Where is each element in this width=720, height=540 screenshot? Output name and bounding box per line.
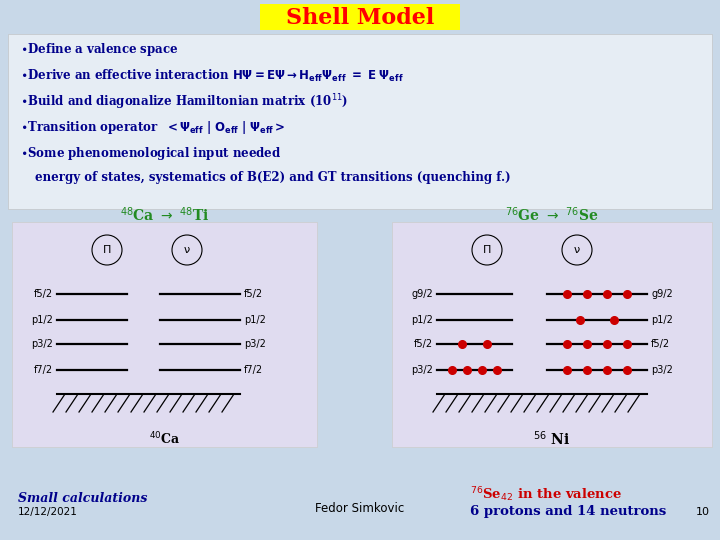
Text: f5/2: f5/2 <box>651 339 670 349</box>
Text: $^{76}$Ge $\rightarrow$ $^{76}$Se: $^{76}$Ge $\rightarrow$ $^{76}$Se <box>505 206 599 224</box>
Text: g9/2: g9/2 <box>411 289 433 299</box>
FancyBboxPatch shape <box>12 222 317 447</box>
Text: p1/2: p1/2 <box>651 315 673 325</box>
FancyBboxPatch shape <box>392 222 712 447</box>
Text: f5/2: f5/2 <box>34 289 53 299</box>
Text: П: П <box>483 245 491 255</box>
FancyBboxPatch shape <box>8 34 712 209</box>
Text: $\bullet$Derive an effective interaction $\mathbf{H\Psi = E\Psi \rightarrow H_{e: $\bullet$Derive an effective interaction… <box>20 68 404 84</box>
Text: ν: ν <box>184 245 190 255</box>
Text: Shell Model: Shell Model <box>286 7 434 29</box>
Text: $\bullet$Transition operator  $\mathbf{<\Psi_{eff}\ |\ O_{eff}\ |\ \Psi_{eff}>}$: $\bullet$Transition operator $\mathbf{<\… <box>20 119 286 137</box>
Text: p1/2: p1/2 <box>244 315 266 325</box>
Text: 10: 10 <box>696 507 710 517</box>
FancyBboxPatch shape <box>260 4 460 30</box>
Text: Fedor Simkovic: Fedor Simkovic <box>315 502 405 515</box>
Text: p1/2: p1/2 <box>31 315 53 325</box>
Text: 12/12/2021: 12/12/2021 <box>18 507 78 517</box>
Text: g9/2: g9/2 <box>651 289 672 299</box>
Text: energy of states, systematics of B(E2) and GT transitions (quenching f.): energy of states, systematics of B(E2) a… <box>35 172 510 185</box>
Text: f7/2: f7/2 <box>34 365 53 375</box>
Text: p3/2: p3/2 <box>651 365 673 375</box>
Text: $^{56}$ Ni: $^{56}$ Ni <box>534 430 571 448</box>
Text: $\bullet$Build and diagonalize Hamiltonian matrix (10$^{11}$): $\bullet$Build and diagonalize Hamiltoni… <box>20 92 348 112</box>
Text: p3/2: p3/2 <box>411 365 433 375</box>
Text: p3/2: p3/2 <box>31 339 53 349</box>
Text: f5/2: f5/2 <box>244 289 263 299</box>
Text: $^{40}$Ca: $^{40}$Ca <box>149 431 180 447</box>
Text: f5/2: f5/2 <box>414 339 433 349</box>
Text: p1/2: p1/2 <box>411 315 433 325</box>
Text: 6 protons and 14 neutrons: 6 protons and 14 neutrons <box>470 505 666 518</box>
Text: П: П <box>103 245 111 255</box>
Text: $\bullet$Define a valence space: $\bullet$Define a valence space <box>20 42 179 58</box>
Text: p3/2: p3/2 <box>244 339 266 349</box>
Text: $^{76}$Se$_{42}$ in the valence: $^{76}$Se$_{42}$ in the valence <box>470 485 622 504</box>
Text: $^{48}$Ca $\rightarrow$ $^{48}$Ti: $^{48}$Ca $\rightarrow$ $^{48}$Ti <box>120 206 210 224</box>
Text: f7/2: f7/2 <box>244 365 263 375</box>
Text: Small calculations: Small calculations <box>18 491 148 504</box>
Text: ν: ν <box>574 245 580 255</box>
Text: $\bullet$Some phenomenological input needed: $\bullet$Some phenomenological input nee… <box>20 145 282 163</box>
